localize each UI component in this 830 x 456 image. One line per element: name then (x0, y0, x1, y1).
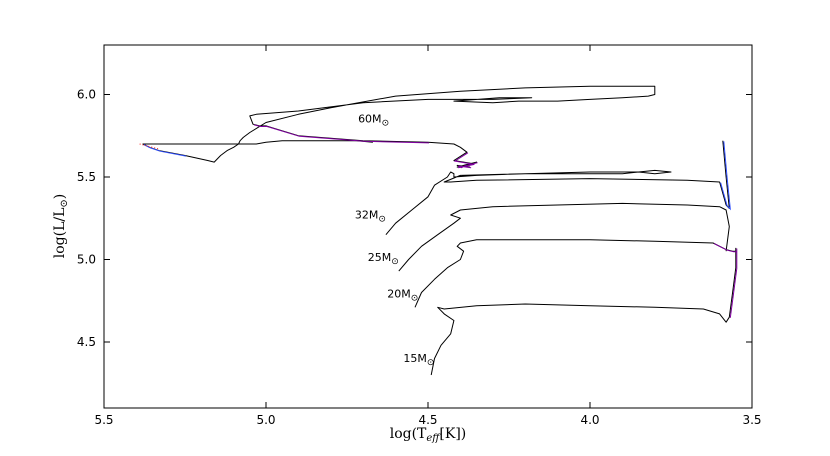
x-axis-label: log(Teff[K]) (390, 426, 467, 444)
track-25msun (398, 202, 730, 272)
x-tick-label: 5.5 (94, 413, 113, 427)
y-tick-label: 5.0 (77, 253, 96, 267)
y-axis-label: log(L/L⊙) (52, 194, 70, 259)
overlay-layer (139, 124, 738, 318)
overlay-15-red-end (729, 248, 738, 318)
y-tick-label: 4.5 (77, 335, 96, 349)
track-15msun (430, 247, 737, 376)
mass-label-layer: 60M⊙ 32M⊙ 25M⊙ 20M⊙ 15M⊙ (355, 113, 435, 368)
x-tick-label: 4.5 (418, 413, 437, 427)
mass-label: 15M⊙ (403, 352, 434, 368)
x-tick-label: 4.0 (580, 413, 599, 427)
y-tick-label: 6.0 (77, 88, 96, 102)
overlay-32-red-end (720, 141, 731, 211)
mass-label: 60M⊙ (358, 113, 389, 129)
overlay-60-hot-branch (143, 144, 187, 157)
mass-label: 20M⊙ (387, 287, 418, 303)
tick-layer: 5.5 5.0 4.5 4.0 3.5 4.5 5.0 5.5 6.0 (77, 45, 762, 427)
track-32msun (385, 140, 730, 236)
x-tick-label: 5.0 (256, 413, 275, 427)
overlay-60-loops (453, 152, 478, 169)
track-60msun (142, 85, 656, 168)
overlay-60-dotted-start (139, 143, 160, 150)
mass-label: 25M⊙ (368, 251, 399, 267)
mass-label: 32M⊙ (355, 208, 386, 224)
overlay-60-plateau (253, 124, 430, 144)
y-tick-label: 5.5 (77, 170, 96, 184)
x-tick-label: 3.5 (742, 413, 761, 427)
overlay-20-red-end (713, 243, 737, 253)
plot-frame (103, 44, 753, 409)
